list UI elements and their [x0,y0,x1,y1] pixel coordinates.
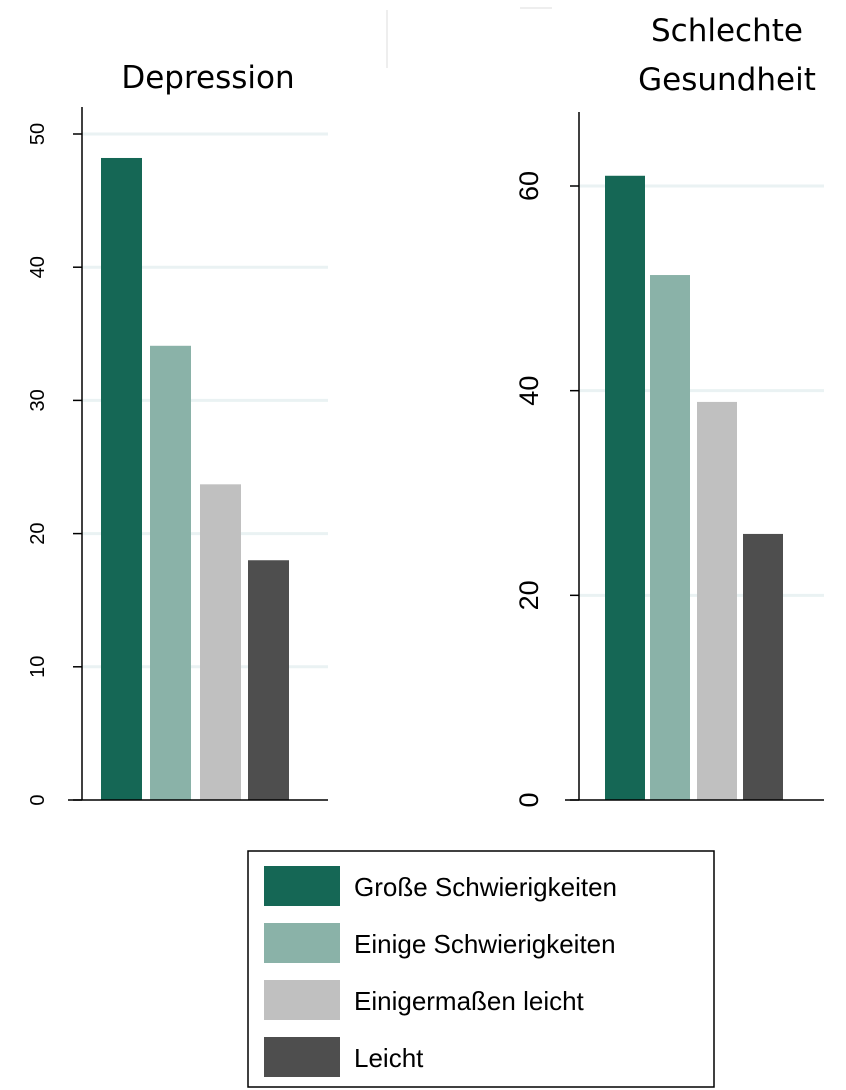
legend: Große Schwierigkeiten Einige Schwierigke… [247,850,715,1088]
legend-label-einige: Einige Schwierigkeiten [354,929,616,959]
panel-title-line-2: Gesundheit [638,62,816,98]
panel-depression: Depression 0 10 20 30 40 50 [27,60,328,806]
bar [200,484,241,800]
y-tick-label: 30 [27,389,49,411]
legend-label-einigermassen: Einigermaßen leicht [354,986,585,1016]
bar [605,175,645,800]
legend-swatch-einigermassen [264,980,340,1020]
bar [150,345,191,800]
panel-schlechte-gesundheit: Schlechte Gesundheit 0 20 40 60 [514,13,824,808]
y-tick-label: 10 [27,656,49,678]
bar [248,560,289,800]
legend-swatch-einige [264,923,340,963]
y-tick-label: 20 [514,580,544,610]
y-tick-label: 40 [514,376,544,406]
panel-title: Depression [121,60,294,96]
y-tick-label: 40 [27,256,49,278]
y-tick-label: 50 [27,123,49,145]
y-tick-label: 60 [514,171,544,201]
legend-label-gross: Große Schwierigkeiten [354,872,617,902]
bar [743,533,783,800]
legend-label-leicht: Leicht [354,1043,424,1073]
y-tick-label: 20 [27,522,49,544]
legend-swatch-leicht [264,1037,340,1077]
y-tick-label: 0 [27,794,49,805]
bar [697,401,737,800]
y-tick-label: 0 [514,792,544,807]
panel-title-line-1: Schlechte [651,13,803,49]
legend-swatch-gross [264,866,340,906]
bar [101,157,142,800]
bar [650,275,690,800]
